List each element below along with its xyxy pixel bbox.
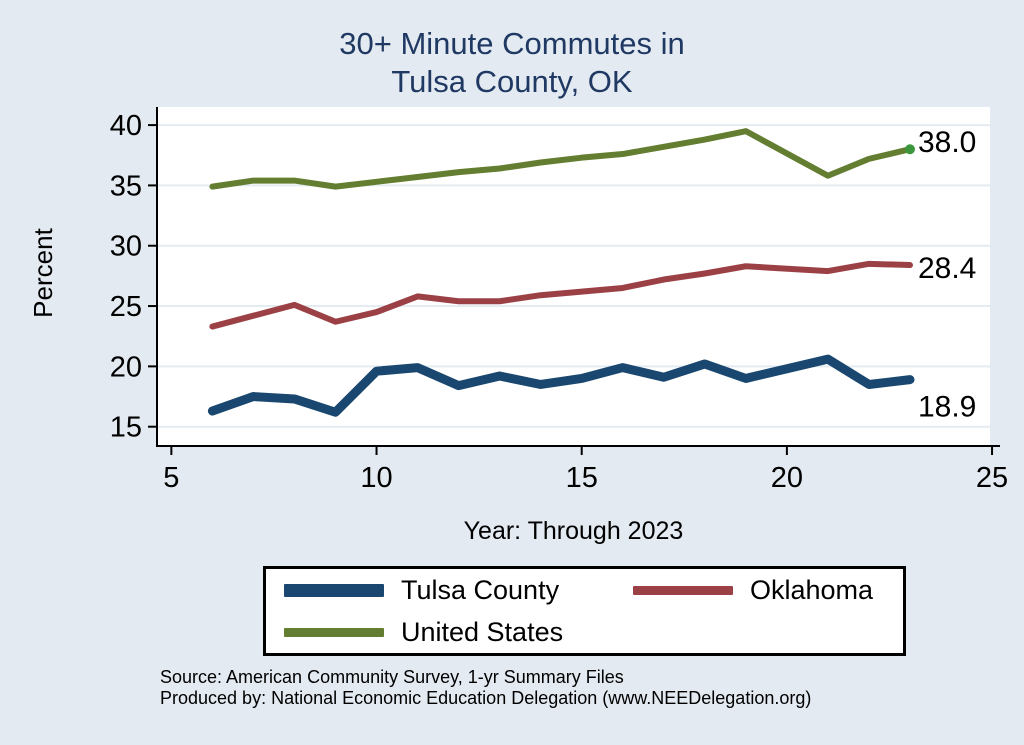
y-tick-label: 40	[110, 110, 142, 142]
series-end-label: 18.9	[918, 391, 976, 424]
tulsa-county-line	[207, 354, 915, 417]
x-axis-title: Year: Through 2023	[463, 517, 684, 545]
series-end-label: 28.4	[918, 252, 976, 285]
x-tick-label: 15	[566, 462, 598, 494]
oklahoma-line	[209, 260, 913, 330]
legend-swatch-united-states	[284, 627, 384, 637]
footer-notes: Source: American Community Survey, 1-yr …	[160, 667, 1000, 709]
y-tick-label: 15	[110, 412, 142, 444]
united-states-line	[209, 128, 913, 190]
x-tick-label: 5	[163, 462, 179, 494]
united-states-end-marker	[904, 144, 915, 155]
source-note: Source: American Community Survey, 1-yr …	[160, 667, 624, 687]
series-end-label: 38.0	[918, 126, 976, 159]
legend-label-oklahoma: Oklahoma	[750, 574, 874, 605]
legend-label-tulsa-county: Tulsa County	[401, 574, 560, 605]
chart-title-line-2: Tulsa County, OK	[391, 64, 633, 99]
x-tick-label: 20	[771, 462, 803, 494]
chart-title-line-1: 30+ Minute Commutes in	[339, 26, 685, 61]
x-tick-label: 10	[360, 462, 392, 494]
y-axis-title: Percent	[28, 228, 58, 318]
legend-swatch-tulsa-county	[284, 583, 384, 597]
legend: Tulsa County Oklahoma United States	[263, 566, 906, 656]
y-tick-label: 35	[110, 170, 142, 202]
legend-label-united-states: United States	[401, 616, 564, 647]
produced-by-note: Produced by: National Economic Education…	[160, 688, 812, 708]
legend-swatch-oklahoma	[633, 585, 733, 595]
y-tick-label: 20	[110, 351, 142, 383]
y-tick-label: 30	[110, 231, 142, 263]
y-tick-label: 25	[110, 291, 142, 323]
x-tick-label: 25	[976, 462, 1008, 494]
chart-title: 30+ Minute Commutes in Tulsa County, OK	[0, 25, 1024, 101]
